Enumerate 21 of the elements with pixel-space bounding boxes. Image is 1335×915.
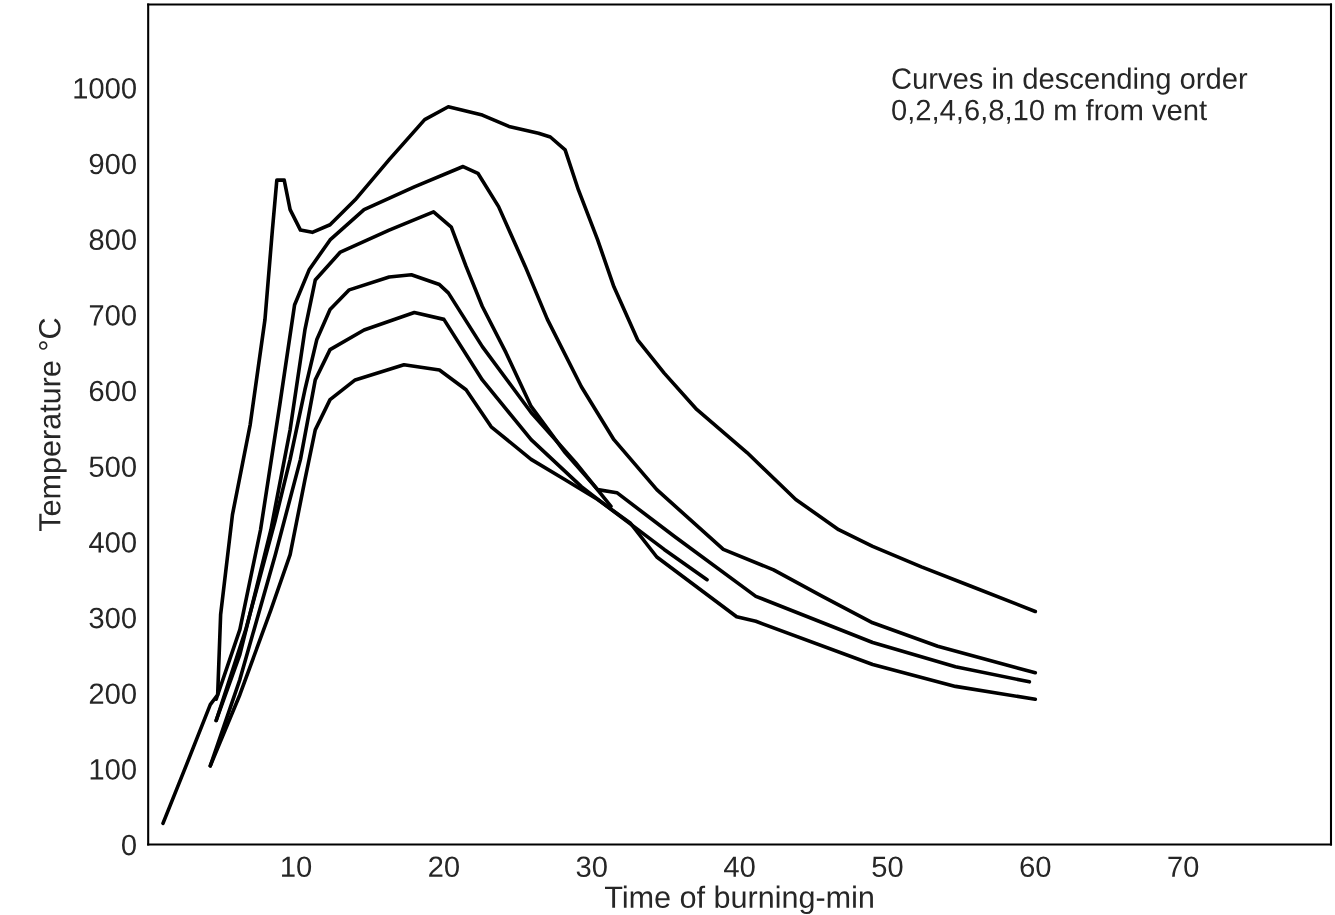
y-tick-label: 800 [89,229,136,251]
y-tick-label: 200 [89,683,136,705]
annotation: Curves in descending order 0,2,4,6,8,10 m from vent [892,67,1248,124]
x-tick-label: 10 [282,856,312,878]
x-tick-label: 20 [429,856,459,878]
y-tick-label: 900 [89,153,136,175]
x-tick-label: 30 [576,856,607,878]
y-tick-label: 1000 [74,78,136,99]
y-tick-label: 400 [89,532,136,553]
y-tick-label: 700 [89,305,136,326]
x-axis-title: Time of burning-min [605,885,873,915]
x-tick-label: 60 [1020,856,1051,878]
x-tick-label: 70 [1168,856,1199,878]
y-axis-title: Temperature °C [38,318,67,532]
y-tick-label: 500 [89,456,136,478]
x-tick-label: 40 [724,856,755,878]
x-tick-label: 50 [872,856,903,878]
y-tick-label: 300 [89,607,136,629]
y-tick-label: 100 [90,759,136,780]
y-tick-label: 0 [121,834,136,856]
y-tick-label: 600 [89,380,136,402]
